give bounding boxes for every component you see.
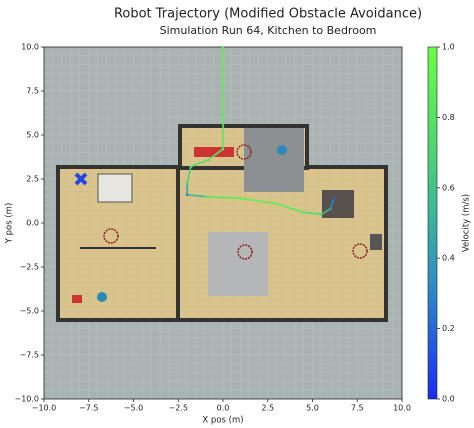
colorbar-tick-label: 0.2 — [442, 324, 455, 333]
obstacle — [237, 244, 253, 260]
trajectory-point — [332, 197, 336, 200]
colorbar-tick-label: 1.0 — [442, 43, 455, 52]
trajectory-point — [239, 197, 243, 200]
y-axis-label: Y pos (m) — [5, 203, 15, 245]
trajectory-point — [221, 147, 225, 151]
x-axis-label: X pos (m) — [202, 416, 243, 426]
furniture — [370, 234, 382, 250]
x-tick-label: 10.0 — [393, 404, 411, 413]
y-tick-label: −2.5 — [20, 263, 39, 272]
trajectory-segment — [204, 195, 242, 200]
obstacle — [236, 144, 252, 160]
x-tick-label: −10.0 — [32, 404, 57, 413]
x-tick-label: 2.5 — [261, 404, 274, 413]
colorbar-tick-label: 0.8 — [442, 113, 455, 122]
chart-subtitle: Simulation Run 64, Kitchen to Bedroom — [160, 24, 377, 37]
y-tick-label: 2.5 — [26, 175, 39, 184]
y-tick-label: 10.0 — [21, 43, 39, 52]
x-tick-label: −2.5 — [169, 404, 188, 413]
colorbar-tick-label: 0.0 — [442, 395, 455, 404]
x-tick-label: −5.0 — [124, 404, 143, 413]
table — [322, 190, 354, 218]
bed — [97, 173, 133, 203]
trajectory-point — [203, 195, 207, 198]
ball — [97, 292, 107, 302]
trajectory-point — [275, 202, 279, 205]
x-tick-label: −7.5 — [79, 404, 98, 413]
trajectory-point — [221, 116, 225, 119]
trajectory-point — [221, 45, 225, 49]
trajectory-point — [185, 182, 189, 186]
y-tick-label: 0.0 — [26, 219, 39, 228]
x-tick-label: 7.5 — [351, 404, 364, 413]
trajectory-point — [329, 207, 332, 211]
y-tick-label: 5.0 — [26, 131, 39, 140]
trajectory-point — [185, 193, 189, 197]
obstacle — [103, 228, 119, 244]
colorbar-tick-label: 0.6 — [442, 183, 455, 192]
colorbar-label: Velocity (m/s) — [462, 194, 472, 252]
trajectory-point — [302, 211, 305, 214]
furniture — [72, 295, 82, 303]
trajectory-segment — [186, 194, 206, 198]
colorbar-tick-label: 0.4 — [442, 254, 455, 263]
trajectory-segment — [302, 211, 323, 215]
trajectory-segment — [329, 197, 335, 210]
y-tick-label: −10.0 — [14, 395, 39, 404]
trajectory-segment — [240, 197, 278, 205]
ball — [277, 145, 287, 155]
rug — [208, 232, 268, 296]
x-tick-label: 5.0 — [306, 404, 319, 413]
trajectory-point — [320, 212, 323, 216]
floor-mat — [244, 128, 304, 192]
trajectory-point — [189, 165, 193, 168]
obstacle — [352, 243, 368, 259]
trajectory-point — [207, 158, 210, 161]
trajectory-segment — [207, 148, 224, 161]
x-tick-label: 0.0 — [217, 404, 230, 413]
trajectory-point — [221, 80, 225, 84]
y-tick-label: 7.5 — [26, 87, 39, 96]
trajectory-segment — [186, 165, 192, 186]
trajectory-segment — [320, 208, 332, 215]
colorbar — [427, 46, 438, 400]
trajectory-segment — [275, 202, 305, 214]
y-tick-label: −7.5 — [20, 351, 39, 360]
y-tick-label: −5.0 — [20, 307, 39, 316]
start-marker — [74, 172, 88, 186]
furniture — [194, 147, 234, 157]
trajectory-segment — [189, 158, 210, 168]
chart-title: Robot Trajectory (Modified Obstacle Avoi… — [114, 7, 422, 22]
